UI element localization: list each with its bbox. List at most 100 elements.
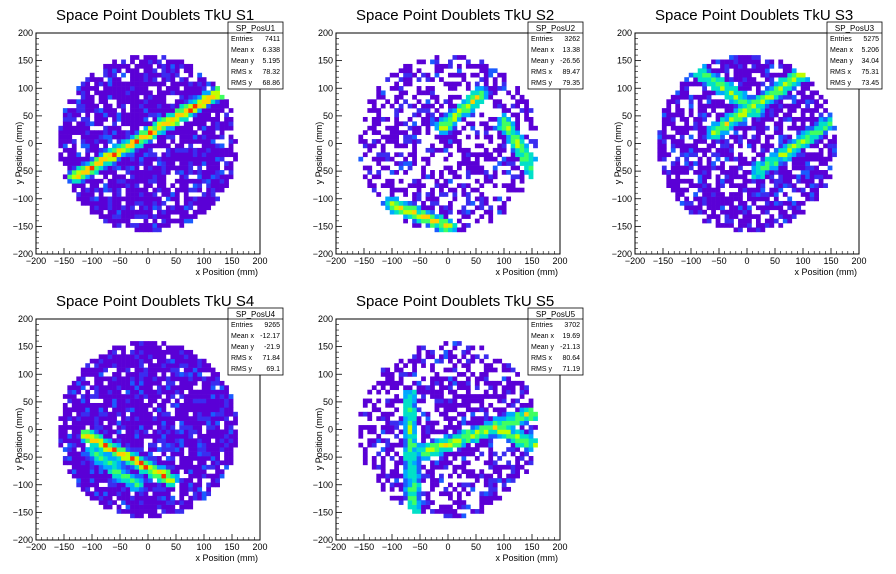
heatmap-cell [755, 214, 761, 219]
heatmap-cell [528, 156, 534, 162]
heatmap-cell [174, 385, 180, 391]
heatmap-cell [416, 416, 422, 421]
heatmap-cell [474, 134, 480, 140]
heatmap-cell [192, 200, 198, 206]
heatmap-cell [456, 174, 462, 180]
heatmap-cell [192, 438, 198, 444]
heatmap-cell [510, 165, 516, 171]
heatmap-cell [80, 108, 86, 113]
heatmap-cell [492, 482, 498, 488]
heatmap-cell [130, 456, 135, 461]
heatmap-cell [85, 407, 91, 413]
heatmap-cell [800, 72, 806, 78]
heatmap-cell [192, 469, 198, 474]
heatmap-cell [58, 438, 64, 444]
heatmap-cell [412, 460, 417, 466]
heatmap-cell [183, 486, 189, 492]
heatmap-cell [456, 358, 462, 364]
heatmap-cell [107, 451, 113, 457]
heatmap-cell [823, 174, 828, 180]
heatmap-cell [107, 385, 113, 391]
x-tick-label: 200 [252, 542, 267, 552]
heatmap-cell [412, 389, 417, 395]
heatmap-cell [121, 438, 126, 444]
heatmap-cell [121, 156, 126, 162]
heatmap-cell [385, 125, 391, 131]
heatmap-cell [398, 108, 404, 113]
heatmap-cell [152, 72, 158, 78]
heatmap-cell [403, 363, 408, 368]
heatmap-cell [62, 130, 68, 135]
heatmap-cell [403, 442, 408, 448]
heatmap-cell [747, 161, 752, 166]
heatmap-cell [215, 438, 220, 444]
heatmap-cell [483, 425, 489, 430]
heatmap-cell [492, 416, 498, 421]
heatmap-cell [121, 143, 126, 149]
heatmap-cell [165, 152, 171, 158]
heatmap-cell [760, 174, 766, 180]
heatmap-cell [112, 402, 117, 408]
heatmap-cell [769, 86, 775, 91]
heatmap-cell [89, 394, 95, 399]
heatmap-cell [62, 456, 68, 461]
heatmap-cell [407, 161, 413, 166]
heatmap-cell [206, 183, 212, 188]
heatmap-cell [452, 425, 458, 430]
heatmap-cell [152, 500, 158, 505]
heatmap-cell [71, 165, 77, 171]
heatmap-cell [755, 183, 761, 188]
heatmap-cell [94, 358, 100, 364]
heatmap-cell [488, 491, 494, 497]
y-tick-label: 0 [328, 139, 333, 149]
heatmap-cell [670, 161, 676, 166]
heatmap-cell [121, 447, 126, 452]
heatmap-cell [188, 367, 194, 373]
heatmap-cell [796, 134, 802, 140]
heatmap-cell [179, 504, 185, 510]
heatmap-cell [809, 178, 815, 184]
heatmap-cell [747, 59, 752, 65]
heatmap-cell [778, 116, 784, 122]
heatmap-cell [139, 433, 144, 439]
heatmap-cell [724, 81, 730, 87]
heatmap-cell [210, 178, 216, 184]
heatmap-cell [121, 495, 126, 501]
heatmap-cell [179, 174, 185, 180]
heatmap-cell [121, 509, 126, 514]
heatmap-cell [483, 416, 489, 421]
heatmap-cell [197, 134, 203, 140]
heatmap-cell [80, 416, 86, 421]
heatmap-cell [434, 509, 440, 514]
heatmap-cell [711, 99, 716, 105]
heatmap-cell [179, 187, 185, 193]
heatmap-cell [403, 473, 408, 479]
heatmap-cell [389, 411, 395, 417]
heatmap-cell [814, 108, 819, 113]
heatmap-cell [448, 407, 453, 413]
heatmap-cell [456, 394, 462, 399]
heatmap-cell [143, 134, 149, 140]
heatmap-cell [465, 402, 471, 408]
heatmap-cell [94, 112, 100, 118]
heatmap-cell [706, 72, 712, 78]
heatmap-cell [224, 456, 229, 461]
heatmap-cell [170, 354, 176, 360]
heatmap-cell [98, 491, 104, 497]
heatmap-cell [228, 398, 234, 404]
heatmap-cell [210, 121, 216, 127]
heatmap-cell [501, 77, 507, 82]
heatmap-cell [425, 354, 431, 360]
heatmap-cell [470, 469, 476, 474]
heatmap-cell [515, 121, 520, 127]
heatmap-cell [179, 108, 185, 113]
heatmap-cell [67, 161, 73, 166]
heatmap-cell [130, 358, 135, 364]
heatmap-cell [791, 205, 797, 211]
heatmap-cell [139, 469, 144, 474]
heatmap-cell [452, 187, 458, 193]
heatmap-cell [206, 429, 212, 435]
heatmap-cell [501, 121, 507, 127]
heatmap-cell [94, 367, 100, 373]
heatmap-cell [130, 125, 135, 131]
